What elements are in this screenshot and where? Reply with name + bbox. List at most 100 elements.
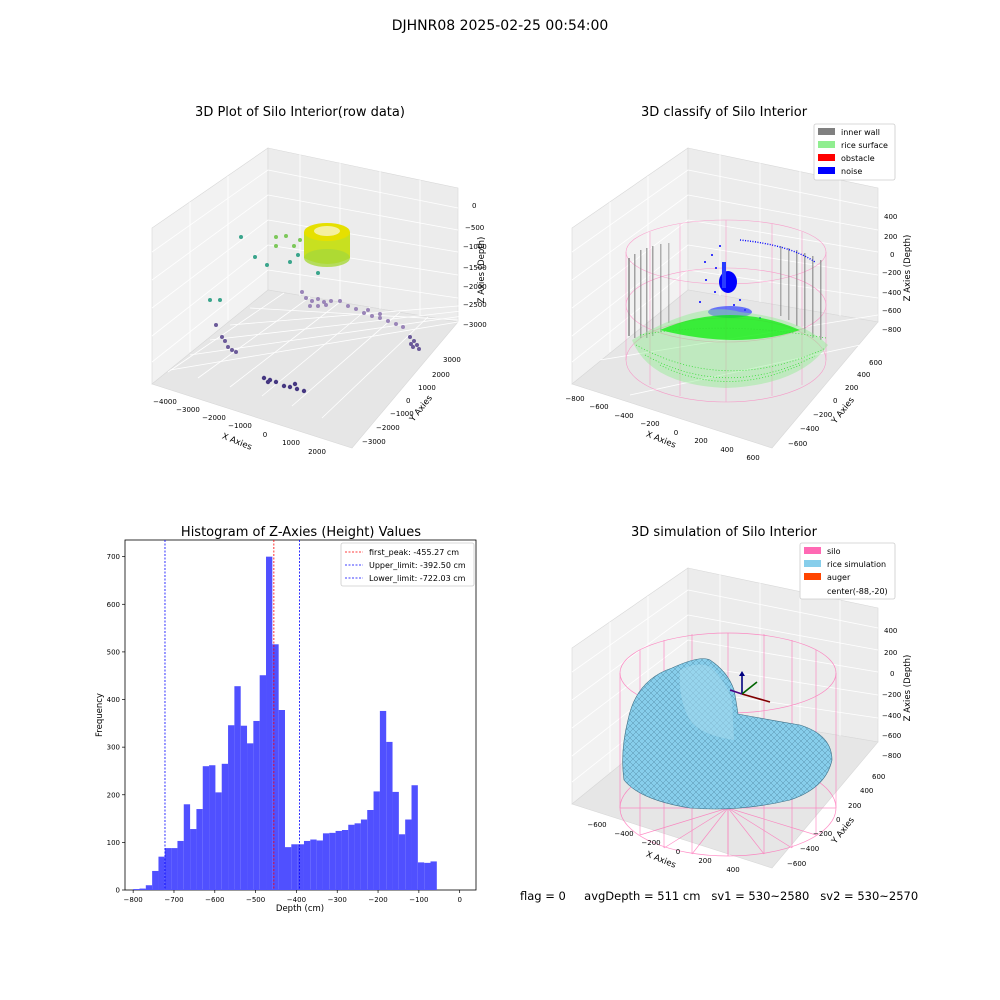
sv2-text: sv2 = 530~2570: [820, 889, 919, 903]
hist-bar: [196, 809, 203, 890]
hist-bar: [247, 743, 254, 890]
hist-bar: [386, 741, 393, 890]
p4-auger-arrows: [729, 671, 771, 703]
svg-text:0: 0: [674, 429, 678, 437]
hist-ylabel: Frequency: [95, 693, 105, 737]
p2-rice-surface-points: [632, 309, 828, 388]
hist-bar: [354, 823, 361, 890]
hist-bar: [202, 766, 210, 890]
svg-text:−2000: −2000: [376, 424, 400, 432]
svg-text:−600: −600: [788, 440, 807, 448]
hist-bar: [316, 840, 323, 890]
hist-ytick-label: 100: [107, 839, 120, 847]
p1-ylabel: Y Axies: [407, 393, 435, 425]
figure-title: DJHNR08 2025-02-25 00:54:00: [391, 18, 609, 34]
hist-bar: [411, 785, 418, 890]
svg-text:−1000: −1000: [463, 243, 487, 251]
hist-xtick-label: −700: [164, 896, 183, 904]
hist-bar: [367, 810, 374, 890]
hist-bar: [133, 889, 140, 890]
svg-text:−3000: −3000: [463, 321, 487, 329]
svg-text:400: 400: [884, 213, 897, 221]
svg-text:0: 0: [890, 251, 894, 259]
hist-xtick-label: −100: [409, 896, 428, 904]
svg-text:−400: −400: [614, 830, 633, 838]
p2-inner-wall-points: [628, 243, 822, 340]
panel3-title: Histogram of Z-Axies (Height) Values: [181, 525, 421, 540]
hist-bar: [164, 848, 172, 890]
hist-ytick-label: 400: [107, 696, 120, 704]
hist-bar: [297, 844, 304, 890]
svg-text:−800: −800: [882, 752, 901, 760]
hist-bar: [253, 720, 260, 890]
hist-bar: [228, 725, 235, 890]
hist-xtick-label: −400: [287, 896, 306, 904]
svg-text:0: 0: [890, 670, 894, 678]
hist-xtick-label: −800: [124, 896, 143, 904]
p4-xticks: −600 −400 −200 0 200 400: [587, 821, 739, 874]
svg-text:rice surface: rice surface: [841, 141, 888, 150]
svg-text:200: 200: [884, 649, 897, 657]
hist-ytick-label: 0: [116, 887, 120, 895]
legend-swatch-rice-simulation: [804, 560, 821, 567]
p1-xlabel: X Axies: [220, 432, 253, 453]
svg-text:−4000: −4000: [153, 398, 177, 406]
svg-text:0: 0: [263, 431, 267, 439]
svg-text:600: 600: [746, 454, 759, 462]
hist-ytick-label: 300: [107, 744, 120, 752]
p4-ylabel: Y Axies: [829, 815, 857, 847]
hist-bar: [329, 832, 336, 890]
svg-text:inner wall: inner wall: [841, 128, 880, 137]
svg-text:rice simulation: rice simulation: [827, 560, 886, 569]
p2-xlabel: X Axies: [644, 430, 677, 451]
p4-legend: silo rice simulation auger center(-88,-2…: [799, 542, 896, 600]
hist-legend: first_peak: -455.27 cm Upper_limit: -392…: [340, 542, 475, 587]
svg-text:−1500: −1500: [463, 264, 487, 272]
hist-xtick-label: −200: [368, 896, 387, 904]
hist-bar: [152, 870, 159, 890]
svg-text:0: 0: [833, 397, 837, 405]
svg-text:−600: −600: [589, 403, 608, 411]
svg-text:200: 200: [698, 857, 711, 865]
svg-text:−400: −400: [800, 425, 819, 433]
hist-bar: [145, 885, 153, 890]
legend-swatch-rice-surface: [818, 141, 835, 148]
svg-text:−400: −400: [882, 712, 901, 720]
svg-text:−2000: −2000: [202, 414, 226, 422]
svg-text:−200: −200: [882, 269, 901, 277]
svg-text:400: 400: [860, 787, 873, 795]
svg-text:2000: 2000: [308, 448, 326, 456]
hist-xlabel: Depth (cm): [276, 904, 324, 914]
panel-classify-3d: 3D classify of Silo Interior: [565, 105, 913, 462]
hist-bar: [266, 556, 273, 890]
hist-bar: [417, 862, 425, 890]
svg-text:−600: −600: [882, 732, 901, 740]
hist-ytick-label: 200: [107, 791, 120, 799]
svg-text:−800: −800: [565, 395, 584, 403]
hist-bar: [398, 834, 406, 890]
panel-histogram: Histogram of Z-Axies (Height) Values −80…: [95, 525, 477, 914]
p1-grid: [151, 154, 471, 419]
hist-bar: [303, 840, 311, 890]
legend-swatch-auger: [804, 573, 821, 580]
hist-vlines: [164, 540, 300, 890]
svg-text:noise: noise: [841, 167, 862, 176]
p1-xticks: −4000 −3000 −2000 −1000 0 1000 2000: [153, 398, 326, 456]
svg-text:3000: 3000: [443, 356, 461, 364]
hist-bar: [284, 847, 292, 890]
svg-text:−400: −400: [882, 289, 901, 297]
svg-text:0: 0: [472, 202, 476, 210]
panel2-title: 3D classify of Silo Interior: [641, 105, 808, 120]
p1-zticks: 0 −500 −1000 −1500 −2000 −2500 −3000: [463, 202, 487, 329]
hist-ytick-label: 500: [107, 648, 120, 656]
p2-noise-points: [699, 239, 816, 319]
hist-bar: [392, 791, 399, 890]
svg-text:−200: −200: [813, 411, 832, 419]
panel-simulation-3d: 3D simulation of Silo Interior: [571, 525, 913, 874]
svg-text:400: 400: [720, 446, 733, 454]
hist-bar: [221, 763, 229, 890]
hist-bar: [171, 848, 178, 890]
svg-text:Lower_limit: -722.03 cm: Lower_limit: -722.03 cm: [369, 574, 466, 583]
p2-legend: inner wall rice surface obstacle noise: [813, 123, 896, 181]
hist-bar: [424, 862, 431, 890]
